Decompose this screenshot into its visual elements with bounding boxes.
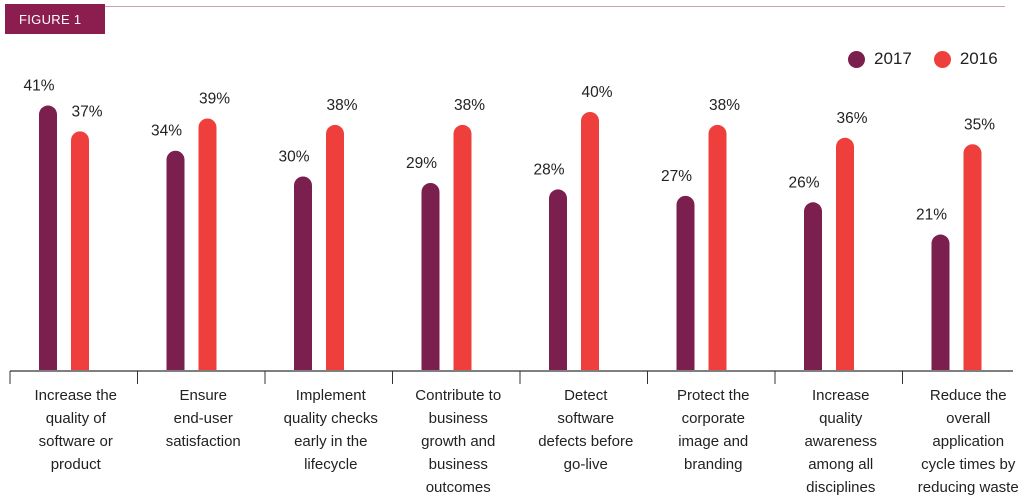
bar-2016-5 [708,124,727,370]
bar-2016-4 [581,112,599,370]
legend-label-2016: 2016 [959,49,998,68]
category-label-line: go-live [563,456,608,473]
category-label-line: early in the [294,433,368,450]
figure-badge: FIGURE 1 [5,4,105,34]
data-label-2017-4: 28% [533,161,564,178]
data-label-2016-0: 37% [71,103,102,120]
bar-2016-7 [963,144,982,370]
data-label-2017-7: 21% [916,207,947,224]
data-label-2016-6: 36% [836,110,867,127]
header-rule [105,6,1005,7]
category-label: Reduce the overall application cycle times … [909,384,1024,499]
category-label-line: cycle times by [921,456,1016,473]
data-label-2017-6: 26% [788,174,819,191]
category-label: Increase quality awareness among all discipl… [782,384,900,499]
category-label-line: branding [684,456,743,473]
category-label-line: Increase the [34,387,118,404]
bar-2016-3 [453,124,472,370]
category-label-line: overall [946,410,991,427]
category-label-line: quality [819,410,863,427]
category-label-line: Protect the [676,387,750,404]
category-label-line: product [50,456,101,473]
legend-item-2017: 2017 [848,49,912,69]
data-label-2017-3: 29% [406,155,437,172]
bar-2017-4 [549,189,567,370]
data-label-2016-4: 40% [581,84,612,101]
category-label: Implement quality checks early in the lifec… [272,384,390,476]
category-label: Ensure end-user satisfaction [144,384,262,453]
category-label: Detect software defects before go-live [527,384,645,476]
bar-2017-2 [294,176,312,370]
data-label-2016-7: 35% [964,116,995,133]
bar-2017-3 [421,182,440,370]
category-label: Increase the quality of software or product [17,384,135,476]
category-label-line: awareness [804,433,878,450]
category-label-line: defects before [538,433,634,450]
bar-2017-1 [166,150,185,370]
bar-2016-0 [71,131,89,370]
category-label-line: end-user [173,410,233,427]
legend-item-2016: 2016 [933,49,998,69]
category-label: Protect the corporate image and branding [654,384,772,476]
category-label-line: among all [808,456,874,473]
category-label: Contribute to business growth and business o… [399,384,517,499]
category-label-line: growth and [421,433,496,450]
legend-swatch-2017 [848,50,865,68]
bar-2016-1 [198,118,217,370]
category-label-line: Implement [295,387,366,404]
category-label-line: Ensure [179,387,228,404]
legend-label-2017: 2017 [874,49,912,68]
category-label-line: Increase [811,387,870,404]
data-label-2016-3: 38% [454,97,485,114]
category-label-line: software or [38,433,113,450]
bar-2017-7 [931,234,950,370]
bar-2017-0 [39,105,57,371]
category-label-line: business [428,410,488,427]
category-label-line: image and [678,433,749,450]
category-label-line: software [557,410,615,427]
category-label-line: corporate [681,410,745,427]
bar-2017-6 [804,202,822,370]
category-label-line: business [428,456,488,473]
category-label-line: quality checks [283,410,378,427]
chart-legend: 2017 2016 [848,49,1020,69]
category-label-line: satisfaction [165,433,241,450]
category-label-line: disciplines [806,479,876,496]
data-label-2016-5: 38% [709,97,740,114]
category-label-line: Reduce the [929,387,1007,404]
legend-swatch-2016 [933,50,951,68]
data-label-2017-5: 27% [661,168,692,185]
data-label-2017-2: 30% [278,149,309,166]
category-label-line: reducing waste [917,479,1019,496]
figure-label: FIGURE 1 [19,11,82,27]
category-label-line: application [932,433,1005,450]
data-label-2016-2: 38% [326,97,357,114]
category-label-line: outcomes [425,479,491,496]
category-label-line: Detect [564,387,608,404]
category-label-line: quality of [45,410,106,427]
bar-2017-5 [676,195,695,370]
data-label-2017-0: 41% [23,78,54,95]
data-label-2017-1: 34% [151,123,182,140]
category-label-line: Contribute to [415,387,502,404]
data-label-2016-1: 39% [199,90,230,107]
bar-2016-6 [836,137,854,370]
bar-2016-2 [326,124,344,370]
category-label-line: lifecycle [304,456,358,473]
